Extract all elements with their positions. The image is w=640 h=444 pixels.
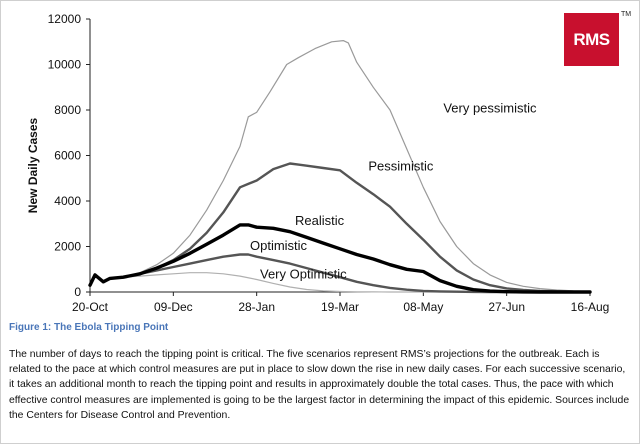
y-axis: 0 2000 4000 6000 8000 10000 12000 [48,12,91,299]
x-tick-label: 08-May [403,300,443,314]
series-layer [88,39,592,294]
trademark-mark: TM [621,11,632,18]
y-tick-label: 8000 [54,103,81,117]
y-axis-label: New Daily Cases [26,117,40,213]
logo-text: RMS [573,29,610,49]
series-label-very-optimistic: Very Optimistic [260,266,347,281]
figure-description: The number of days to reach the tipping … [9,349,630,421]
y-tick-label: 6000 [54,149,81,163]
series-label-very-pessimistic: Very pessimistic [443,100,537,115]
rms-logo: RMS [564,13,619,66]
series-line-realistic [88,223,592,294]
y-tick-label: 2000 [54,240,81,254]
series-label-pessimistic: Pessimistic [368,158,434,173]
figure-caption: Figure 1: The Ebola Tipping Point [9,322,169,333]
x-tick-label: 20-Oct [72,300,109,314]
x-tick-label: 16-Aug [571,300,610,314]
series-line-very-pessimistic [89,39,591,292]
x-tick-label: 27-Jun [488,300,525,314]
y-tick-label: 12000 [48,12,82,26]
y-tick-label: 10000 [48,58,82,72]
x-tick-label: 28-Jan [238,300,275,314]
x-axis: 20-Oct 09-Dec 28-Jan 19-Mar 08-May 27-Jun 16-A… [72,291,610,314]
y-tick-label: 4000 [54,194,81,208]
y-tick-label: 0 [74,285,81,299]
x-tick-label: 09-Dec [154,300,193,314]
series-label-layer: Very pessimistic Pessimistic Realistic Opti… [250,100,537,281]
ebola-cases-chart: 0 2000 4000 6000 8000 10000 12000 20-Oct 09-Dec… [26,12,610,314]
series-label-realistic: Realistic [295,213,345,228]
x-tick-label: 19-Mar [321,300,359,314]
series-label-optimistic: Optimistic [250,238,308,253]
